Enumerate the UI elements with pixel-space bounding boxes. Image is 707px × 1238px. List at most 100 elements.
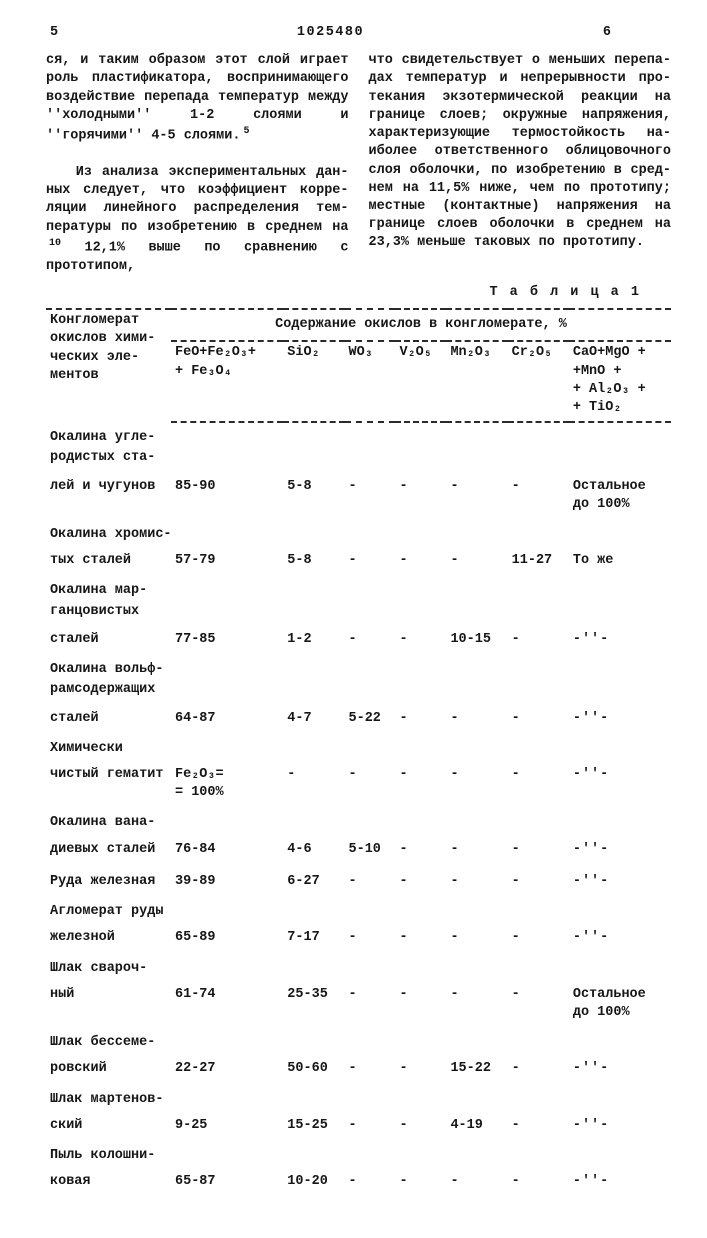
cell: -''- [569,1052,671,1084]
cell: Остальноедо 100% [569,978,671,1028]
cell: - [345,1052,396,1084]
page-num-left: 5 [50,24,58,42]
column-left: ся, и таким образом этот слой играет рол… [46,52,349,276]
cell: - [446,470,507,520]
text: CaO+MgO + [573,345,646,360]
cell: - [395,758,446,808]
text-line: ляции линейного распределения тем- [46,201,349,216]
text: до 100% [573,497,630,512]
cell: - [446,1165,507,1197]
row-name: сталей [46,623,171,655]
cell: - [508,1109,569,1141]
cell: - [508,1165,569,1197]
cell: -''- [569,1109,671,1141]
cell: - [345,623,396,655]
text: до 100% [573,1005,630,1020]
cell: 85-90 [171,470,283,520]
table-head-span: Содержание окислов в конгломерате, % [171,309,671,341]
text-line: 4-5 слоями. [151,129,240,144]
col-head: SiO₂ [283,341,344,419]
row-name: родистых ста- [46,447,671,469]
cell: 1-2 [283,623,344,655]
text-line: 12,1% выше по сравнению с прототипом, [46,240,348,273]
cell: - [446,921,507,953]
text-line: ных следует, что коэффициент корре- [46,183,349,198]
cell: -''- [569,1165,671,1197]
text-line: характеризующие термостойкость на- [369,126,672,141]
cell: - [345,865,396,897]
text: Конгломерат [50,313,139,328]
cell: 5-10 [345,833,396,865]
cell: 65-89 [171,921,283,953]
cell: - [508,470,569,520]
row-name: ганцовистых [46,601,671,623]
cell: 61-74 [171,978,283,1028]
col-head: CaO+MgO + +MnO + + Al₂O₃ + + TiO₂ [569,341,671,419]
cell: 39-89 [171,865,283,897]
cell: - [446,544,507,576]
row-name: ный [46,978,171,1028]
row-name: ский [46,1109,171,1141]
cell: -''- [569,758,671,808]
text: ческих эле- [50,350,139,365]
row-name: чистый гематит [46,758,171,808]
cell: 25-35 [283,978,344,1028]
cell: - [395,470,446,520]
table-title: Т а б л и ц а 1 [46,284,641,302]
line-number-note: 5 [243,125,249,139]
cell: 11-27 [508,544,569,576]
row-name: диевых сталей [46,833,171,865]
cell: - [395,921,446,953]
cell: 9-25 [171,1109,283,1141]
text: +MnO + [573,364,622,379]
cell: 4-7 [283,702,344,734]
text-line: пературы по изобретению в среднем на [46,220,349,235]
cell: - [395,1165,446,1197]
cell: 5-8 [283,470,344,520]
cell: - [395,833,446,865]
cell: -''- [569,833,671,865]
col-head: Cr₂O₅ [508,341,569,419]
row-name: тых сталей [46,544,171,576]
row-name: Окалина вольф- [46,655,671,679]
text-line: дах температур и непрерывности про- [369,71,672,86]
document-number: 1025480 [297,24,364,42]
cell: - [446,978,507,1028]
text-line: слоя оболочки, по изобретению в сред- [369,163,672,178]
cell: - [345,1165,396,1197]
cell: Остальноедо 100% [569,470,671,520]
cell: - [345,544,396,576]
cell: 4-19 [446,1109,507,1141]
cell: - [508,758,569,808]
row-name: сталей [46,702,171,734]
cell: 64-87 [171,702,283,734]
text-line: Из анализа экспериментальных дан- [76,165,349,180]
col-head: Mn₂O₃ [446,341,507,419]
cell: - [345,921,396,953]
row-name: рамсодержащих [46,679,671,701]
text: + Al₂O₃ + [573,382,646,397]
cell: 65-87 [171,1165,283,1197]
row-name: ковая [46,1165,171,1197]
cell: - [395,1109,446,1141]
cell: - [395,865,446,897]
row-name: ровский [46,1052,171,1084]
cell: - [508,833,569,865]
cell: 6-27 [283,865,344,897]
cell: 5-22 [345,702,396,734]
cell: - [395,1052,446,1084]
page-header: 5 1025480 6 [46,24,671,42]
row-name: Окалина угле- [46,422,671,447]
cell: - [395,544,446,576]
cell: - [446,865,507,897]
cell: -''- [569,921,671,953]
row-name: Пыль колошни- [46,1141,671,1165]
cell: -''- [569,623,671,655]
cell: 5-8 [283,544,344,576]
cell: 4-6 [283,833,344,865]
cell: 50-60 [283,1052,344,1084]
cell: - [508,702,569,734]
page-num-right: 6 [603,24,611,42]
text: + Fe₃O₄ [175,364,232,379]
text-line: местные (контактные) напряжения на [369,199,672,214]
